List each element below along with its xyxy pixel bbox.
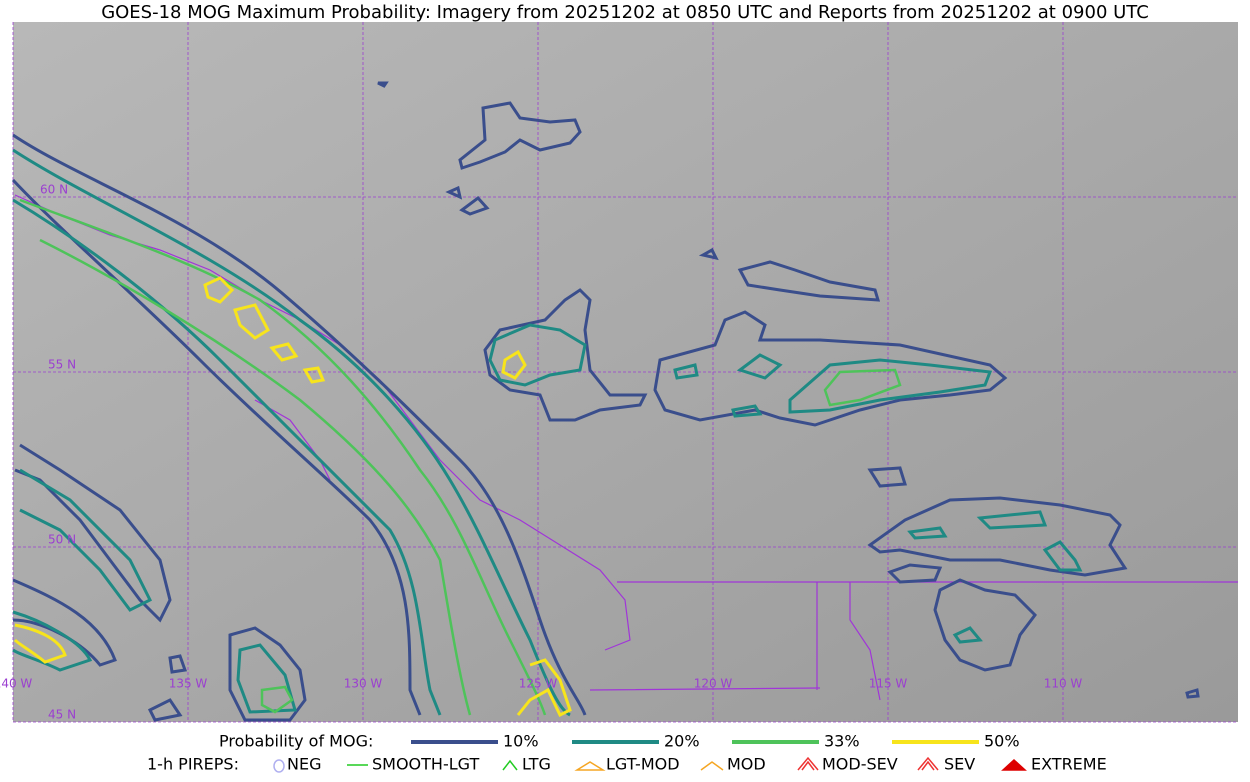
- lon-label: 110 W: [1044, 677, 1083, 691]
- lat-label: 45 N: [48, 708, 76, 722]
- legend-label: MOD: [727, 755, 766, 774]
- pirep-icons: [273, 756, 1027, 773]
- legend: Probability of MOG: 1-h PIREPS: 10% 20% 33…: [147, 732, 1107, 774]
- legend-label: 20%: [664, 732, 700, 751]
- legend-title: Probability of MOG:: [219, 732, 373, 751]
- lat-label: 55 N: [48, 358, 76, 372]
- legend-label: MOD-SEV: [822, 755, 898, 774]
- lon-label: 135 W: [169, 677, 208, 691]
- lon-label: 140 W: [0, 677, 32, 691]
- legend-label: NEG: [287, 755, 321, 774]
- lon-label: 115 W: [869, 677, 908, 691]
- legend-label: SEV: [944, 755, 975, 774]
- lon-label: 125 W: [519, 677, 558, 691]
- legend-label: SMOOTH-LGT: [372, 755, 479, 774]
- legend-label: LGT-MOD: [606, 755, 680, 774]
- legend-label: 50%: [984, 732, 1020, 751]
- lon-label: 120 W: [694, 677, 733, 691]
- lon-label: 130 W: [344, 677, 383, 691]
- lat-label: 50 N: [48, 533, 76, 547]
- grid-labels: 60 N 55 N 50 N 45 N 140 W 135 W 130 W 125 W 120 …: [0, 183, 1082, 722]
- map: 60 N 55 N 50 N 45 N 140 W 135 W 130 W 125 W 120 …: [0, 22, 1238, 723]
- legend-label: EXTREME: [1031, 755, 1107, 774]
- legend-label: 10%: [503, 732, 539, 751]
- title: GOES-18 MOG Maximum Probability: Imagery…: [101, 2, 1149, 23]
- lat-label: 60 N: [40, 183, 68, 197]
- coastlines: [14, 194, 1238, 701]
- contours: [11, 81, 1200, 722]
- legend-label: LTG: [522, 755, 551, 774]
- legend-label: 33%: [824, 732, 860, 751]
- legend-title: 1-h PIREPS:: [147, 755, 239, 774]
